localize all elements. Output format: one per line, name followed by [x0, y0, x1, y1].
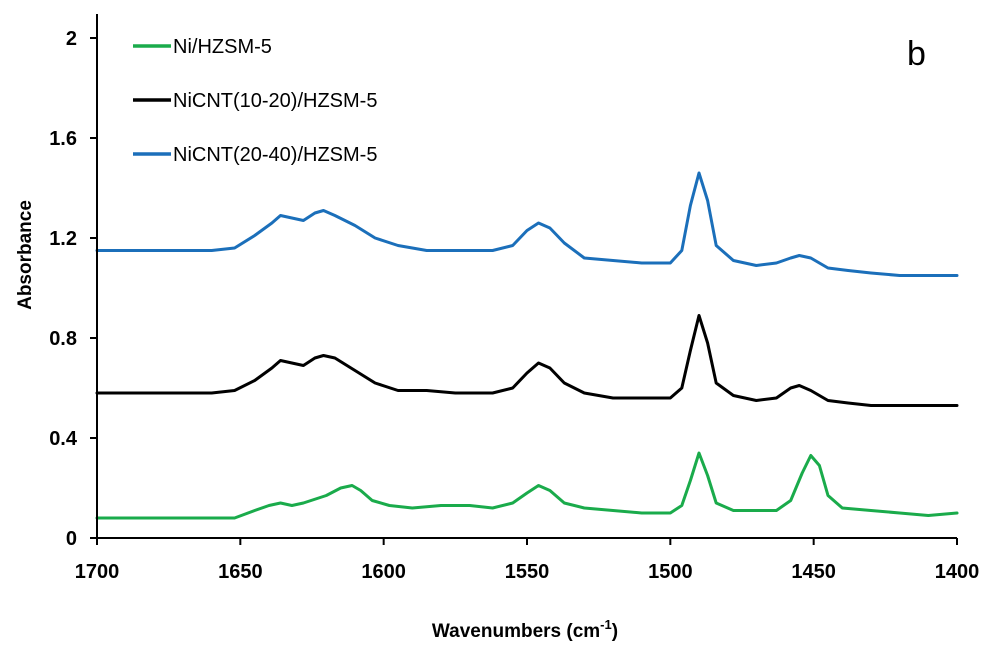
y-tick-label: 0 [66, 528, 77, 550]
legend-item: NiCNT(20-40)/HZSM-5 [133, 144, 377, 166]
x-tick-label: 1450 [791, 561, 836, 583]
x-axis-title-main: Wavenumbers (cm [432, 621, 600, 642]
x-tick-label: 1650 [218, 561, 263, 583]
x-tick-label: 1700 [75, 561, 120, 583]
series-lines [95, 171, 959, 520]
y-tick-label: 0.4 [49, 428, 78, 450]
panel-label: b [907, 35, 926, 73]
legend-item: Ni/HZSM-5 [133, 36, 272, 58]
x-tick-label: 1400 [935, 561, 980, 583]
x-tick-label: 1550 [505, 561, 550, 583]
legend-label: Ni/HZSM-5 [173, 36, 272, 58]
x-axis-title-close: ) [612, 621, 618, 642]
series-line [95, 451, 959, 520]
y-axis-title: Absorbance [15, 200, 36, 310]
y-tick-label: 1.2 [49, 228, 77, 250]
series-line [95, 171, 959, 277]
legend-item: NiCNT(10-20)/HZSM-5 [133, 90, 377, 112]
y-tick-label: 2 [66, 28, 77, 50]
x-axis-title: Wavenumbers (cm-1) [432, 617, 618, 642]
y-tick-label: 1.6 [49, 128, 77, 150]
y-tick-label: 0.8 [49, 328, 77, 350]
legend: Ni/HZSM-5 NiCNT(10-20)/HZSM-5 NiCNT(20-4… [133, 36, 377, 166]
x-axis-ticks: 1700 1650 1600 1550 1500 1450 1400 [75, 538, 980, 583]
series-line [95, 314, 959, 407]
x-tick-label: 1500 [648, 561, 693, 583]
y-axis-ticks: 0 0.4 0.8 1.2 1.6 2 [49, 28, 97, 550]
legend-label: NiCNT(10-20)/HZSM-5 [173, 90, 377, 112]
x-tick-label: 1600 [361, 561, 406, 583]
x-axis-title-superscript: -1 [600, 617, 612, 632]
legend-label: NiCNT(20-40)/HZSM-5 [173, 144, 377, 166]
